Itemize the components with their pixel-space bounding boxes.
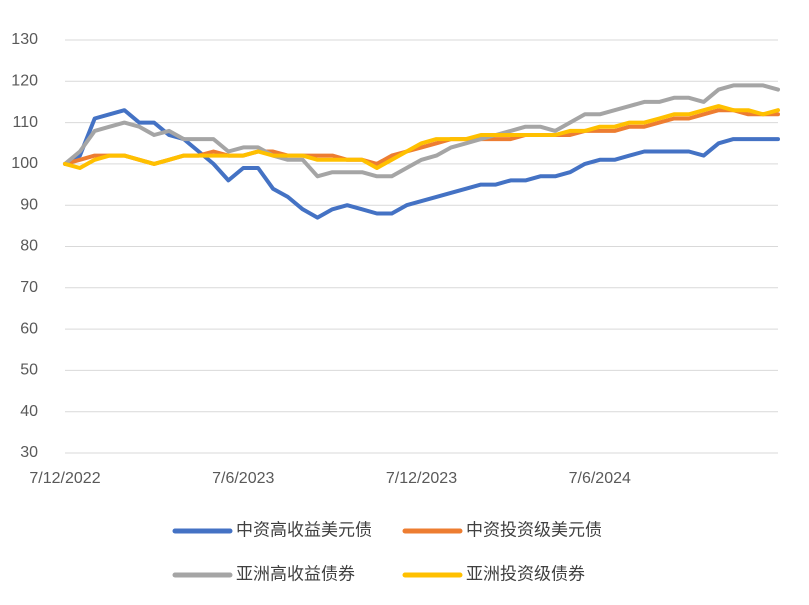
legend-label: 亚洲投资级债券 <box>466 564 585 583</box>
y-tick-label: 70 <box>20 279 38 296</box>
y-tick-label: 50 <box>20 362 38 379</box>
y-tick-label: 130 <box>11 31 38 48</box>
legend-label: 中资投资级美元债 <box>466 520 602 539</box>
series-line <box>63 104 780 170</box>
x-tick-label: 7/12/2022 <box>29 470 100 487</box>
y-tick-label: 40 <box>20 403 38 420</box>
y-tick-label: 80 <box>20 238 38 255</box>
series-line <box>63 83 780 179</box>
y-tick-label: 100 <box>11 155 38 172</box>
y-tick-label: 60 <box>20 320 38 337</box>
legend-label: 中资高收益美元债 <box>236 520 372 539</box>
x-tick-label: 7/6/2023 <box>212 470 274 487</box>
x-tick-label: 7/6/2024 <box>569 470 631 487</box>
legend-label: 亚洲高收益债券 <box>236 564 355 583</box>
y-tick-label: 90 <box>20 196 38 213</box>
y-tick-label: 120 <box>11 73 38 90</box>
x-tick-label: 7/12/2023 <box>386 470 457 487</box>
y-tick-label: 30 <box>20 444 38 461</box>
y-tick-label: 110 <box>12 114 38 131</box>
